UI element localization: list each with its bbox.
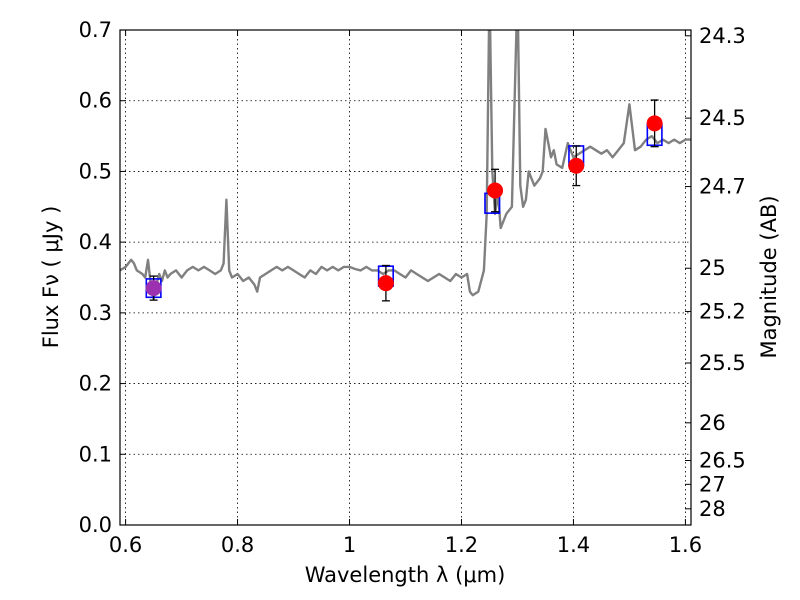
axis-ticks: 0.6 0.8 1 1.2 1.4 1.6 0.0 0.1 0.2 0.3 0.4 0.5 0.6 0.7… (79, 18, 746, 557)
y-tick-label: 0.6 (79, 89, 112, 113)
observed-point (568, 157, 585, 174)
observed-point (145, 280, 162, 297)
y-tick-label: 0.0 (79, 513, 112, 537)
x-axis-label: Wavelength λ (μm) (305, 563, 506, 587)
observed-point (487, 182, 504, 199)
y-axis-label: Flux Fν ( μJy ) (39, 206, 63, 349)
y-tick-label: 0.7 (79, 18, 112, 42)
y-tick-label: 0.4 (79, 230, 112, 254)
right-tick-label: 27 (699, 472, 726, 496)
right-tick-label: 25.5 (699, 351, 746, 375)
x-tick-label: 0.6 (109, 533, 142, 557)
x-tick-label: 1.6 (669, 533, 702, 557)
right-tick-label: 26 (699, 411, 726, 435)
right-tick-label: 25.2 (699, 299, 746, 323)
observed-point (646, 115, 663, 132)
x-tick-label: 0.8 (221, 533, 254, 557)
right-tick-label: 24.3 (699, 24, 746, 48)
right-tick-label: 28 (699, 497, 726, 521)
y-tick-label: 0.2 (79, 372, 112, 396)
right-tick-label: 26.5 (699, 449, 746, 473)
y-tick-label: 0.5 (79, 159, 112, 183)
x-tick-label: 1.2 (445, 533, 478, 557)
right-axis-label: Magnitude (AB) (757, 195, 781, 358)
plot-frame (119, 29, 692, 526)
y-tick-label: 0.3 (79, 301, 112, 325)
right-tick-label: 25 (699, 256, 726, 280)
observed-point (377, 275, 394, 292)
plot-data (120, 30, 691, 302)
model-spectrum-line (120, 30, 691, 300)
x-tick-label: 1 (343, 533, 356, 557)
right-tick-label: 24.7 (699, 175, 746, 199)
y-tick-label: 0.1 (79, 442, 112, 466)
x-tick-label: 1.4 (557, 533, 590, 557)
right-tick-label: 24.5 (699, 106, 746, 130)
